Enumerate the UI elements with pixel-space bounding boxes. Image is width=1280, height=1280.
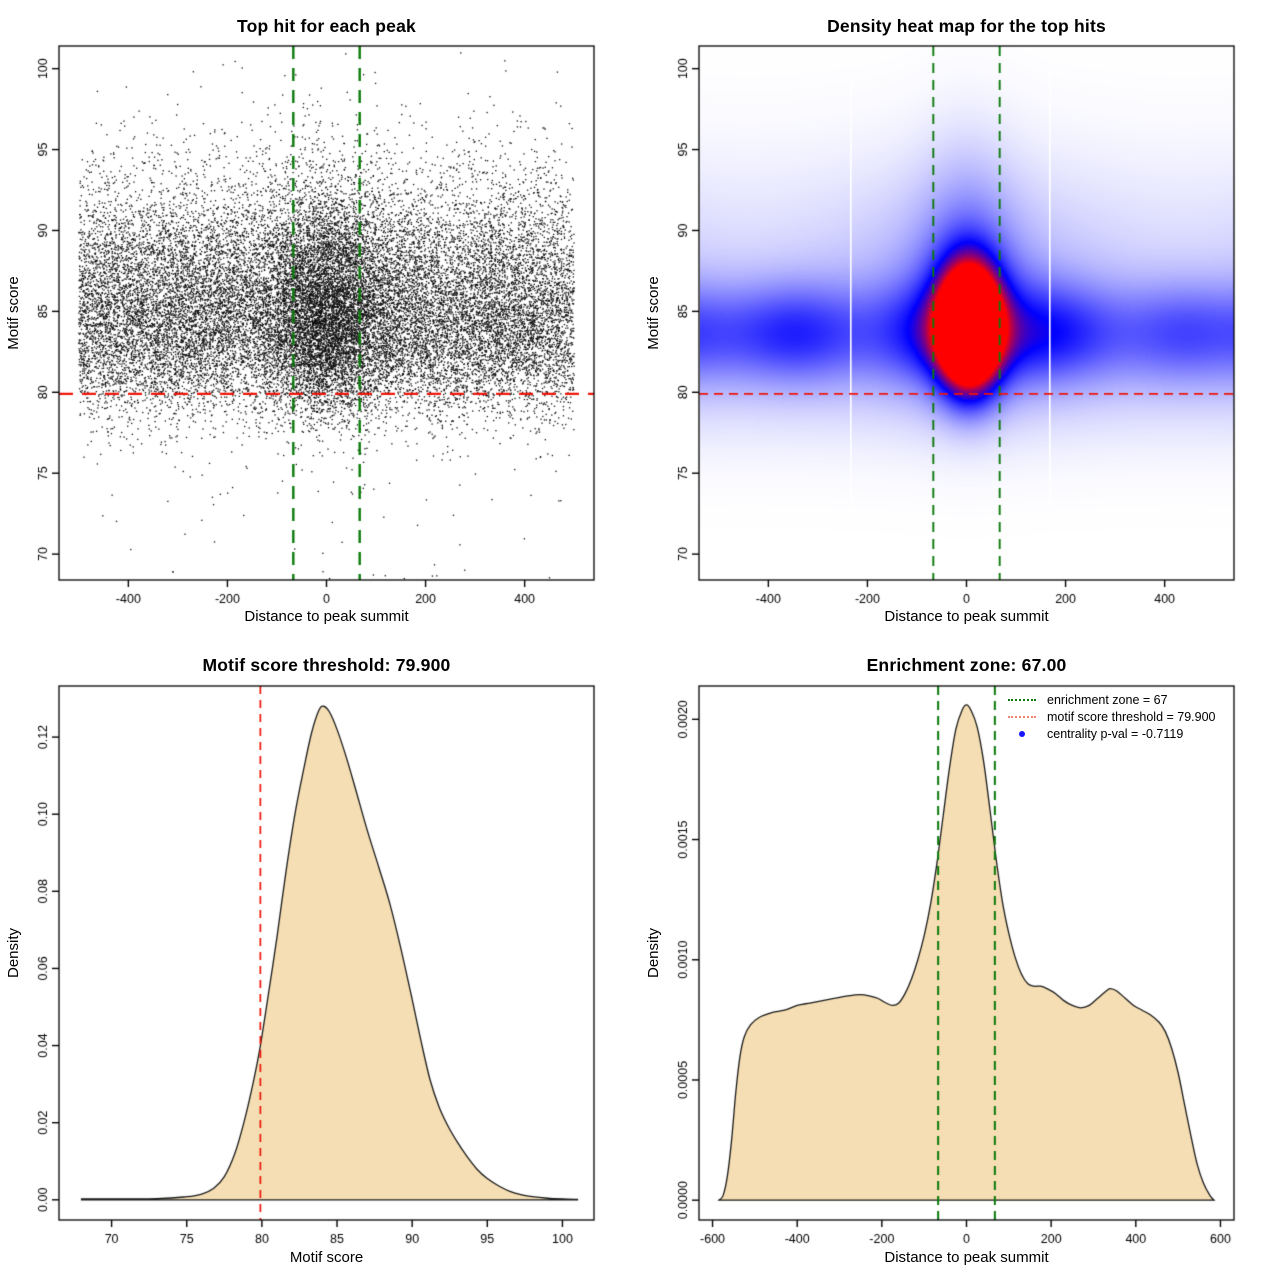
legend-item-motif-threshold: motif score threshold = 79.900 (1008, 708, 1216, 725)
legend-label: enrichment zone = 67 (1047, 692, 1168, 707)
enrichment-title: Enrichment zone: 67.00 (866, 655, 1067, 675)
centrality-pval-dot-swatch (1008, 730, 1036, 737)
legend: enrichment zone = 67 motif score thresho… (1008, 691, 1216, 742)
enrichment-zone-line-swatch (1008, 698, 1036, 701)
scatter-title: Top hit for each peak (237, 16, 416, 36)
legend-label: centrality p-val = -0.7119 (1047, 726, 1184, 741)
score-density-x-axis-label: Motif score (289, 1249, 364, 1266)
heatmap-y-axis-label: Motif score (645, 276, 662, 350)
heatmap-x-axis-label: Distance to peak summit (884, 608, 1049, 625)
score-density-title: Motif score threshold: 79.900 (202, 655, 451, 675)
motif-threshold-line-swatch (1008, 715, 1036, 718)
enrichment-x-axis-label: Distance to peak summit (884, 1249, 1049, 1266)
score-density-y-axis-label: Density (5, 927, 22, 979)
legend-item-centrality-pval: centrality p-val = -0.7119 (1008, 725, 1216, 742)
scatter-x-axis-label: Distance to peak summit (244, 608, 409, 625)
heatmap-title: Density heat map for the top hits (827, 16, 1106, 36)
scatter-y-axis-label: Motif score (5, 276, 22, 350)
legend-item-enrichment-zone: enrichment zone = 67 (1008, 691, 1216, 708)
legend-label: motif score threshold = 79.900 (1047, 709, 1216, 724)
enrichment-y-axis-label: Density (645, 927, 662, 979)
